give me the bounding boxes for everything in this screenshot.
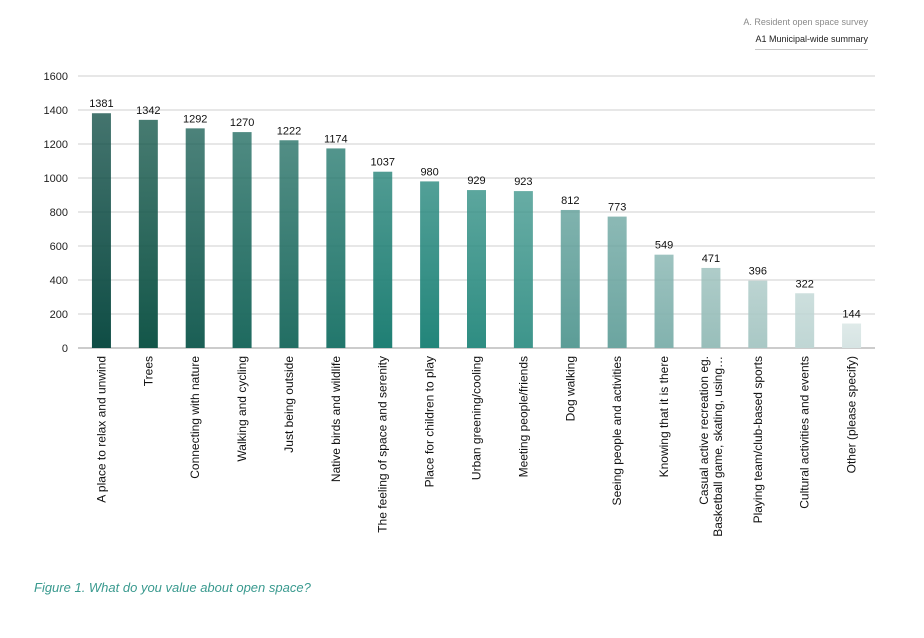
data-label: 1037 (370, 157, 394, 169)
x-tick-label: Meeting people/friends (516, 356, 530, 477)
report-header: A. Resident open space survey A1 Municip… (743, 16, 868, 50)
data-label: 1292 (183, 113, 207, 125)
data-label: 773 (608, 202, 626, 214)
x-tick-label: Dog walking (563, 356, 577, 421)
x-tick-label: Urban greening/cooling (470, 356, 484, 480)
x-tick-label: Place for children to play (423, 356, 437, 487)
data-label: 929 (467, 175, 485, 187)
bar (279, 140, 299, 348)
y-tick-label: 800 (50, 207, 68, 219)
data-label: 1270 (230, 117, 254, 129)
data-label: 549 (655, 240, 673, 252)
bar (748, 280, 768, 348)
bar (842, 323, 862, 348)
y-tick-label: 0 (62, 343, 68, 355)
bar (654, 254, 674, 348)
x-tick-label: Cultural activities and events (798, 356, 812, 509)
data-label: 471 (702, 253, 720, 265)
x-tick-label: Trees (141, 356, 155, 386)
x-tick-label: Playing team/club-based sports (751, 356, 765, 523)
data-label: 1174 (324, 133, 348, 145)
x-tick-label: Connecting with nature (188, 356, 202, 479)
figure-caption: Figure 1. What do you value about open s… (34, 580, 311, 595)
x-tick-label: Walking and cycling (235, 356, 249, 462)
x-axis: A place to relax and unwind Trees Connecti… (94, 356, 858, 537)
x-tick-label: Casual active recreation eg.Basketball g… (697, 356, 725, 537)
bar (560, 209, 580, 348)
bars: 1381 1342 1292 1270 1222 1174 1037 980 929 923 812… (89, 98, 862, 348)
bar (91, 113, 111, 348)
bar (467, 190, 486, 348)
bar (138, 119, 158, 348)
report-section-label: A. Resident open space survey (743, 17, 868, 27)
bar (232, 132, 252, 348)
data-label: 396 (749, 266, 767, 278)
x-tick-label: Knowing that it is there (657, 356, 671, 478)
bar (326, 148, 346, 348)
bar (795, 293, 815, 348)
x-tick-label: Native birds and wildlife (329, 356, 343, 482)
x-tick-label: Other (please specify) (845, 356, 859, 473)
y-tick-label: 600 (50, 241, 68, 253)
data-label: 980 (420, 166, 438, 178)
y-tick-label: 1600 (44, 71, 68, 83)
data-label: 322 (795, 278, 813, 290)
y-tick-label: 1000 (44, 173, 68, 185)
report-subtitle: A1 Municipal-wide summary (755, 33, 868, 50)
x-tick-label: A place to relax and unwind (94, 356, 108, 503)
x-tick-label: Just being outside (282, 356, 296, 453)
data-label: 1342 (136, 105, 160, 117)
y-tick-label: 1200 (44, 139, 68, 151)
bar (607, 216, 627, 348)
data-label: 923 (514, 176, 532, 188)
y-axis: 0 200 400 600 800 1000 1200 1400 1600 (44, 71, 68, 355)
x-tick-label: The feeling of space and serenity (376, 356, 390, 533)
data-label: 1381 (89, 98, 113, 110)
bar (373, 171, 393, 348)
bar (701, 267, 721, 348)
bar (185, 128, 205, 348)
bar (513, 191, 533, 348)
data-label: 144 (842, 309, 860, 321)
y-tick-label: 200 (50, 309, 68, 321)
bar (420, 181, 440, 348)
data-label: 1222 (277, 125, 301, 137)
y-tick-label: 400 (50, 275, 68, 287)
x-tick-label: Seeing people and activities (610, 356, 624, 505)
y-tick-label: 1400 (44, 105, 68, 117)
data-label: 812 (561, 195, 579, 207)
